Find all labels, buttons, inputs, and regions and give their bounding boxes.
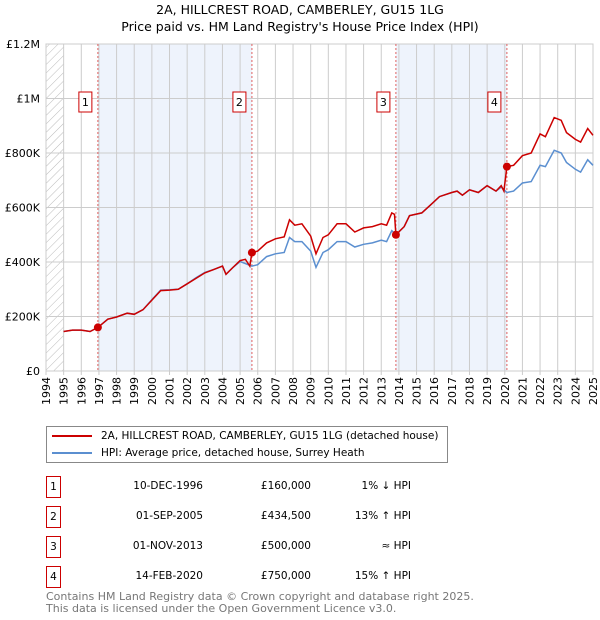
table-row: 3 01-NOV-2013 £500,000 ≈ HPI xyxy=(46,536,446,558)
x-tick-label: 2006 xyxy=(252,377,265,405)
sale-hpi: 13% ↑ HPI xyxy=(354,510,411,522)
sale-label-box xyxy=(487,91,502,113)
x-tick-label: 2018 xyxy=(463,377,476,405)
x-tick-label: 2009 xyxy=(305,377,318,405)
sale-price: £160,000 xyxy=(260,480,311,492)
footer-line-2: This data is licensed under the Open Gov… xyxy=(46,601,397,615)
sale-label-box xyxy=(78,91,93,113)
x-tick-label: 1997 xyxy=(93,377,106,405)
x-tick-label: 1994 xyxy=(40,377,53,405)
x-tick-label: 2022 xyxy=(534,377,547,405)
x-tick-label: 2007 xyxy=(269,377,282,405)
sale-badge: 3 xyxy=(46,536,61,558)
sale-hpi: 15% ↑ HPI xyxy=(354,570,411,582)
y-tick-label: £1.2M xyxy=(6,38,40,51)
sale-point xyxy=(391,230,400,239)
legend-hpi-label: HPI: Average price, detached house, Surr… xyxy=(101,447,365,459)
sale-point xyxy=(93,323,102,332)
x-tick-label: 2003 xyxy=(199,377,212,405)
chart-title: 2A, HILLCREST ROAD, CAMBERLEY, GU15 1LG xyxy=(156,2,444,17)
x-tick-label: 2010 xyxy=(322,377,335,405)
x-tick-label: 2008 xyxy=(287,377,300,405)
x-tick-label: 2016 xyxy=(428,377,441,405)
x-tick-label: 2001 xyxy=(164,377,177,405)
footer-line-1: Contains HM Land Registry data © Crown c… xyxy=(46,590,474,603)
price-chart: 1994 1995 1996 1997 1998 1999 2000 2001 2002 2003… xyxy=(5,38,600,405)
x-tick-label: 2011 xyxy=(340,377,353,405)
x-tick-label: 2021 xyxy=(516,377,529,405)
table-row: 4 14-FEB-2020 £750,000 15% ↑ HPI xyxy=(46,566,446,588)
legend-hpi-swatch xyxy=(52,452,92,454)
sale-date: 01-SEP-2005 xyxy=(135,510,203,522)
x-tick-label: 2023 xyxy=(552,377,565,405)
chart-subtitle: Price paid vs. HM Land Registry's House … xyxy=(121,19,479,34)
x-tick-label: 2002 xyxy=(181,377,194,405)
sale-label-box xyxy=(376,91,391,113)
footer: Contains HM Land Registry data © Crown c… xyxy=(46,591,474,614)
sale-date: 01-NOV-2013 xyxy=(132,540,203,552)
x-tick-label: 2012 xyxy=(358,377,371,405)
legend-property-label: 2A, HILLCREST ROAD, CAMBERLEY, GU15 1LG … xyxy=(101,430,439,442)
y-tick-label: £200K xyxy=(5,311,41,324)
x-tick-label: 2020 xyxy=(499,377,512,405)
x-tick-label: 1998 xyxy=(111,377,124,405)
x-tick-label: 2014 xyxy=(393,377,406,405)
x-tick-label: 2017 xyxy=(446,377,459,405)
x-tick-label: 1996 xyxy=(75,377,88,405)
plot-frame xyxy=(45,43,594,372)
sale-badge: 4 xyxy=(46,566,61,588)
sale-label-box xyxy=(232,91,247,113)
y-tick-label: £0 xyxy=(26,365,40,378)
x-tick-label: 1999 xyxy=(128,377,141,405)
sale-price: £750,000 xyxy=(260,570,311,582)
x-tick-label: 2015 xyxy=(411,377,424,405)
x-tick-label: 2025 xyxy=(587,377,600,405)
sale-point xyxy=(247,248,256,257)
sale-hpi: 1% ↓ HPI xyxy=(361,480,411,492)
sale-badge: 1 xyxy=(46,476,61,498)
legend-property-swatch xyxy=(52,435,92,437)
y-tick-label: £400K xyxy=(5,256,41,269)
sale-label: 2 xyxy=(236,96,243,109)
sale-price: £500,000 xyxy=(260,540,311,552)
table-row: 2 01-SEP-2005 £434,500 13% ↑ HPI xyxy=(46,506,446,528)
x-tick-label: 2019 xyxy=(481,377,494,405)
table-row: 1 10-DEC-1996 £160,000 1% ↓ HPI xyxy=(46,476,446,498)
sale-badge: 2 xyxy=(46,506,61,528)
x-tick-label: 2005 xyxy=(234,377,247,405)
sale-point xyxy=(502,162,511,171)
sale-hpi: ≈ HPI xyxy=(381,540,411,552)
sale-price: £434,500 xyxy=(260,510,311,522)
sale-label: 3 xyxy=(380,96,387,109)
x-tick-label: 2000 xyxy=(146,377,159,405)
x-tick-label: 1995 xyxy=(58,377,71,405)
y-tick-label: £800K xyxy=(5,147,41,160)
y-tick-label: £1M xyxy=(17,93,41,106)
sale-label: 1 xyxy=(82,96,89,109)
y-tick-label: £600K xyxy=(5,202,41,215)
x-tick-label: 2013 xyxy=(375,377,388,405)
sale-label: 4 xyxy=(491,96,498,109)
x-tick-label: 2004 xyxy=(216,377,229,405)
legend: 2A, HILLCREST ROAD, CAMBERLEY, GU15 1LG … xyxy=(46,426,448,463)
sale-date: 14-FEB-2020 xyxy=(135,570,203,582)
sale-date: 10-DEC-1996 xyxy=(133,480,203,492)
x-tick-label: 2024 xyxy=(569,377,582,405)
